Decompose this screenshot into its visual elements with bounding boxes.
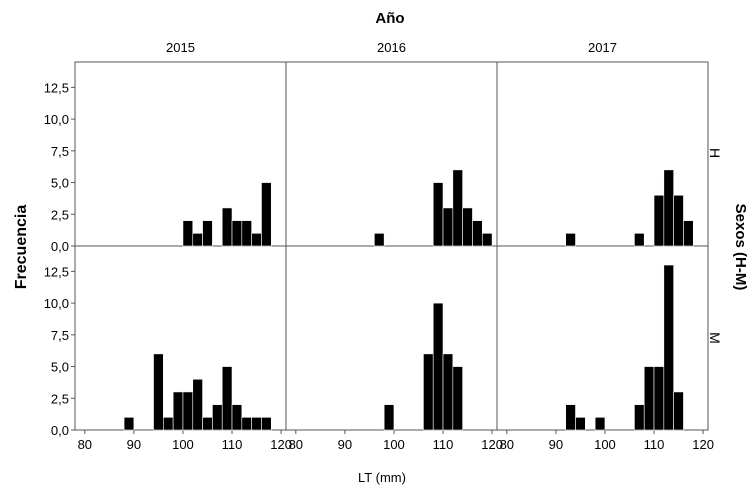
- histogram-bar: [673, 194, 684, 247]
- x-axis-label: LT (mm): [358, 470, 406, 485]
- x-tick-label: 120: [692, 437, 714, 452]
- y-tick-label: 5,0: [51, 176, 69, 191]
- histogram-bar: [231, 404, 243, 431]
- histogram-bar: [251, 233, 262, 247]
- histogram-bar: [423, 353, 434, 431]
- histogram-bar: [202, 417, 213, 431]
- histogram-bar: [383, 404, 395, 431]
- histogram-bar: [634, 404, 645, 431]
- row-axis-label: Sexos (H-M): [732, 204, 749, 291]
- histogram-bar: [153, 353, 164, 431]
- x-tick-label: 100: [594, 437, 616, 452]
- histogram-bar: [261, 417, 272, 431]
- x-tick-label: 80: [78, 437, 92, 452]
- x-tick-label: 110: [433, 437, 454, 452]
- x-tick-label: 100: [383, 437, 405, 452]
- histogram-bar: [575, 417, 586, 431]
- histogram-bar: [683, 220, 694, 247]
- y-axis-label: Frecuencia: [13, 205, 30, 290]
- histogram-bar: [442, 353, 454, 431]
- y-tick-label: 12,5: [44, 264, 69, 279]
- x-tick-label: 120: [481, 437, 503, 452]
- x-tick-label: 80: [500, 437, 514, 452]
- histogram-bar: [594, 417, 606, 431]
- histogram-bar: [172, 391, 184, 431]
- histogram-bar: [565, 404, 576, 431]
- histogram-bar: [261, 182, 272, 247]
- histogram-bar: [643, 366, 655, 431]
- histogram-bar: [212, 404, 223, 431]
- y-tick-label: 2,5: [51, 391, 69, 406]
- histogram-bar: [663, 169, 674, 247]
- row-header-M: M: [707, 332, 723, 344]
- histogram-bar: [241, 220, 252, 247]
- histogram-bar: [653, 194, 665, 247]
- y-tick-label: 7,5: [51, 144, 69, 159]
- histogram-bar: [221, 366, 233, 431]
- y-tick-label: 2,5: [51, 207, 69, 222]
- x-tick-label: 80: [289, 437, 303, 452]
- chart-title: Año: [375, 10, 404, 27]
- histogram-bar: [241, 417, 252, 431]
- histogram-bar: [192, 378, 203, 431]
- histogram-bar: [432, 302, 444, 431]
- histogram-bar: [472, 220, 483, 247]
- histogram-bar: [182, 220, 194, 247]
- histogram-bar: [374, 233, 385, 247]
- histogram-bar: [163, 417, 174, 431]
- histogram-bar: [565, 233, 576, 247]
- histogram-bar: [202, 220, 213, 247]
- histogram-bar: [182, 391, 194, 431]
- histogram-bar: [123, 417, 135, 431]
- y-tick-label: 10,0: [44, 112, 69, 127]
- y-tick-label: 5,0: [51, 360, 69, 375]
- column-header-2015: 2015: [166, 40, 195, 55]
- x-tick-label: 120: [270, 437, 292, 452]
- histogram-bar: [634, 233, 645, 247]
- histogram-bar: [481, 233, 493, 247]
- y-tick-label: 12,5: [44, 80, 69, 95]
- row-header-H: H: [707, 148, 723, 158]
- y-tick-label: 7,5: [51, 328, 69, 343]
- histogram-bar: [452, 366, 463, 431]
- y-tick-label: 0,0: [51, 423, 69, 438]
- histogram-bar: [251, 417, 262, 431]
- x-tick-label: 110: [222, 437, 243, 452]
- x-tick-label: 90: [338, 437, 352, 452]
- x-tick-label: 100: [172, 437, 194, 452]
- y-tick-label: 10,0: [44, 296, 69, 311]
- y-tick-label: 0,0: [51, 239, 69, 254]
- histogram-bar: [432, 182, 444, 247]
- histogram-bar: [653, 366, 665, 431]
- histogram-bar: [221, 207, 233, 247]
- x-tick-label: 110: [644, 437, 665, 452]
- histogram-bar: [462, 207, 473, 247]
- histogram-bar: [231, 220, 243, 247]
- histogram-bar: [442, 207, 454, 247]
- column-header-2017: 2017: [588, 40, 617, 55]
- histogram-bar: [192, 233, 203, 247]
- histogram-bar: [452, 169, 463, 247]
- x-tick-label: 90: [127, 437, 141, 452]
- facet-grid: 2015 2016 2017 H M 0,0 2,5 5,0 7,5 10,0 12,5 0,0 2,5…: [44, 40, 723, 452]
- histogram-bar: [663, 264, 674, 431]
- column-header-2016: 2016: [377, 40, 406, 55]
- x-tick-label: 90: [549, 437, 563, 452]
- histogram-bar: [673, 391, 684, 431]
